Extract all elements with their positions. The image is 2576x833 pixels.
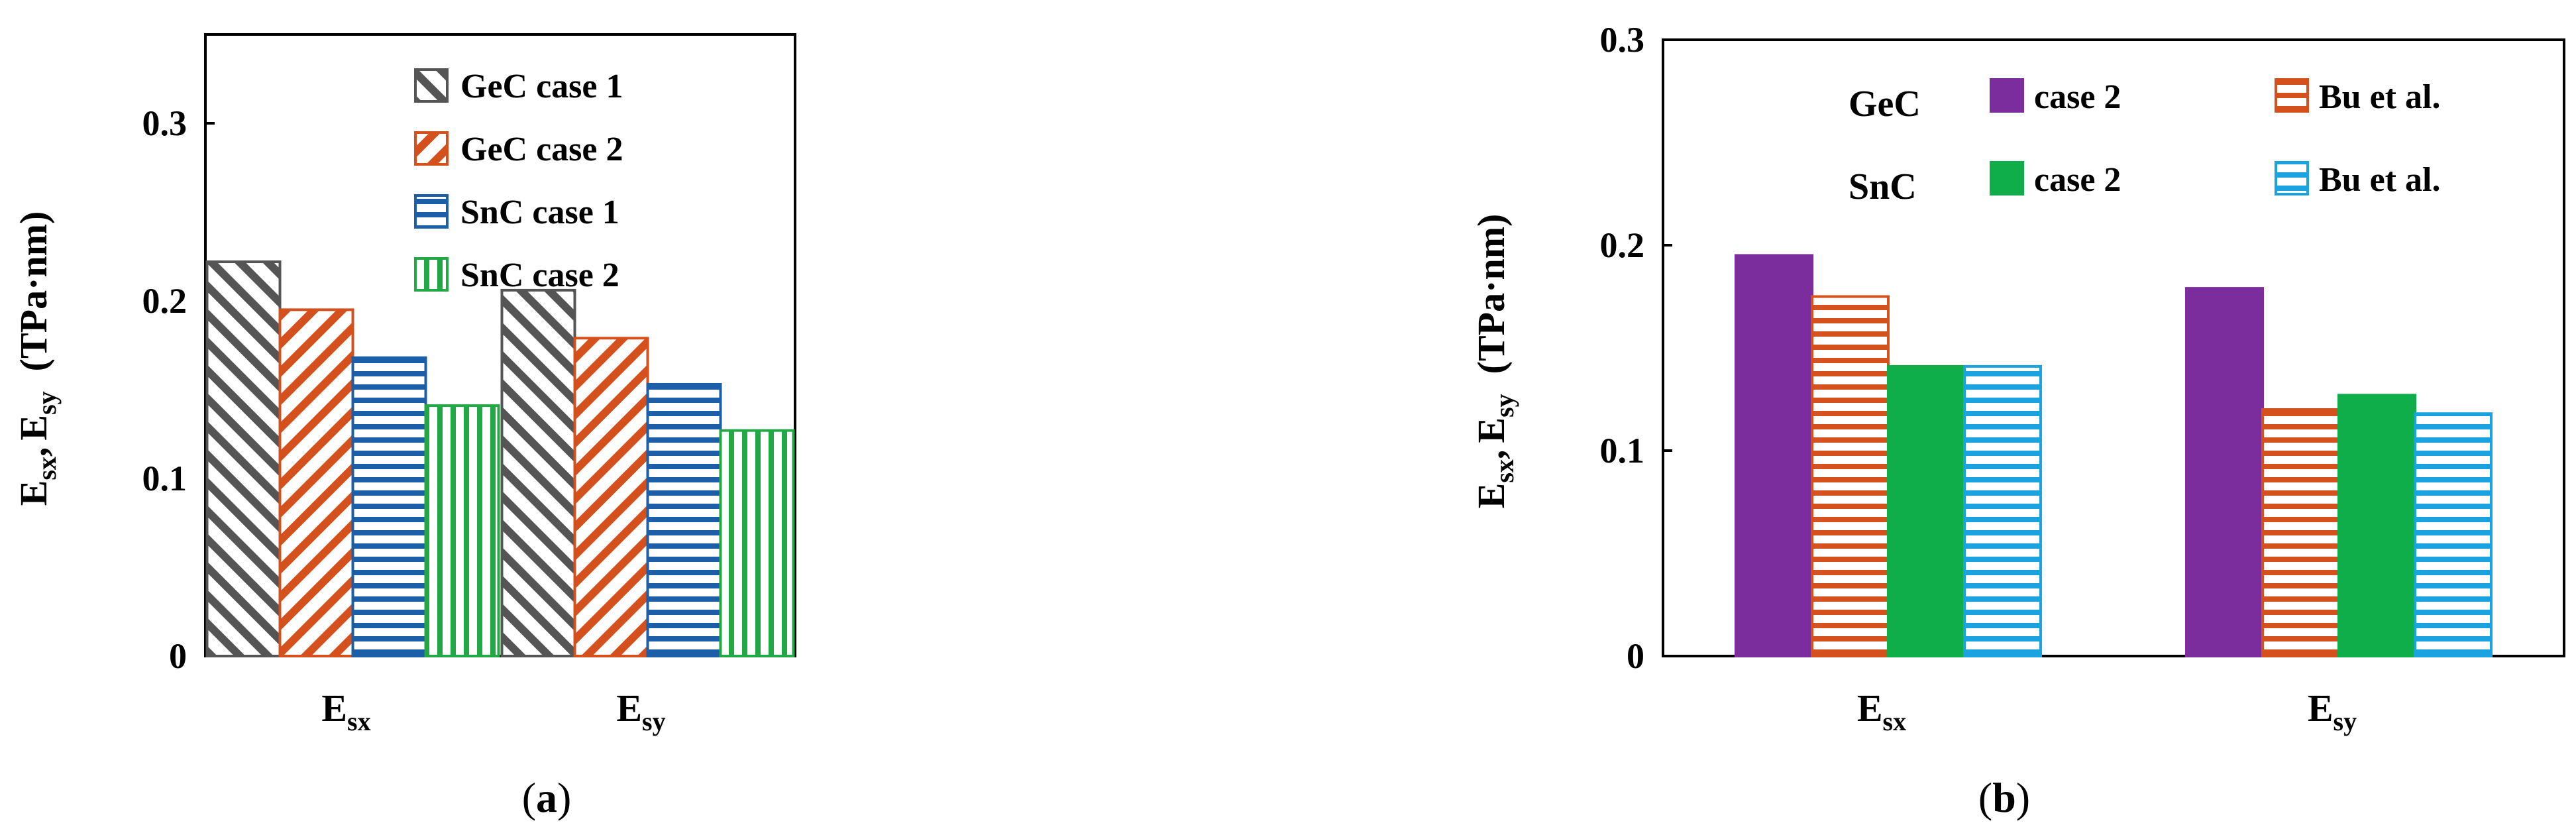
y-axis-label-main2: E — [12, 415, 55, 441]
x-category-label: Esy — [616, 687, 665, 736]
legend-swatch — [1990, 78, 2024, 113]
x-category-sub: sy — [2334, 706, 2357, 736]
y-axis-label-unit: (TPa·nm) — [1470, 214, 1513, 374]
bar — [719, 429, 795, 657]
y-tick-label: 0.3 — [1600, 20, 1645, 60]
legend-label: GeC case 1 — [460, 68, 623, 105]
bar — [205, 260, 282, 658]
legend-group-label: SnC — [1849, 166, 1917, 207]
x-category-label: Esx — [1857, 687, 1906, 736]
y-axis-label-main1: E — [12, 480, 55, 506]
bar — [2185, 287, 2264, 658]
legend-label: SnC case 2 — [460, 256, 619, 294]
bar — [646, 382, 722, 658]
plot-frame — [204, 33, 796, 657]
y-axis-label-main1: E — [1470, 483, 1513, 509]
y-tick-label: 0.2 — [1600, 225, 1645, 265]
y-axis-label-sub1: sx — [1489, 459, 1519, 483]
legend-label: SnC case 1 — [460, 194, 619, 231]
x-category-main: E — [321, 687, 347, 730]
y-axis-label-sep: , — [12, 447, 55, 457]
bar — [1887, 364, 1966, 658]
y-axis-label: Esx, Esy (TPa·nm) — [12, 211, 62, 506]
y-tick-label: 0.2 — [142, 281, 188, 321]
panel-label-letter: a — [536, 774, 557, 821]
legend-swatch — [414, 257, 449, 292]
y-tick-label: 0.1 — [1600, 431, 1645, 471]
legend-group-label: GeC — [1849, 83, 1921, 125]
bar — [1811, 295, 1890, 657]
x-category-main: E — [616, 687, 642, 730]
y-axis-label: Esx, Esy (TPa·nm) — [1470, 214, 1519, 509]
x-category-main: E — [2308, 687, 2334, 730]
x-category-label: Esy — [2308, 687, 2357, 736]
bar — [351, 356, 427, 657]
y-axis-label-sub2: sy — [1489, 394, 1519, 417]
legend-label: case 2 — [2034, 161, 2121, 199]
panel-label-open: ( — [1978, 774, 1992, 821]
bar — [2261, 408, 2340, 657]
bar — [424, 404, 500, 657]
y-axis-label-unit: (TPa·nm) — [12, 211, 55, 372]
bar — [278, 308, 354, 657]
legend-swatch — [414, 194, 449, 229]
bar — [500, 288, 576, 658]
x-category-label: Esx — [321, 687, 370, 736]
bar — [1735, 254, 1813, 657]
x-category-sub: sx — [1883, 706, 1907, 736]
y-axis-label-main2: E — [1470, 417, 1513, 443]
plot-frame — [1662, 38, 2565, 657]
y-axis-label-sep: , — [1470, 450, 1513, 460]
legend-swatch — [414, 131, 449, 166]
legend-label: GeC case 2 — [460, 131, 623, 168]
panel-label-open: ( — [522, 774, 536, 821]
legend-swatch — [414, 68, 449, 103]
panel-label: (b) — [1978, 774, 2030, 821]
legend-swatch — [1990, 161, 2024, 195]
bar — [573, 337, 649, 657]
panel-label-close: ) — [557, 774, 571, 821]
panel-label: (a) — [522, 774, 572, 821]
y-tick-label: 0.3 — [142, 103, 188, 143]
x-category-main: E — [1857, 687, 1883, 730]
y-tick-label: 0.1 — [142, 459, 188, 498]
y-axis-label-sub2: sy — [32, 391, 62, 415]
legend-swatch — [2275, 161, 2309, 195]
bar — [1963, 364, 2042, 658]
y-tick-label: 0 — [169, 636, 187, 676]
bar — [2337, 394, 2416, 657]
panel-label-letter: b — [1992, 774, 2016, 821]
legend-label: case 2 — [2034, 78, 2121, 116]
legend-swatch — [2275, 78, 2309, 113]
y-tick-label: 0 — [1627, 636, 1644, 676]
x-category-sub: sy — [642, 706, 666, 736]
y-axis-label-sub1: sx — [32, 457, 62, 480]
panel-label-close: ) — [2016, 774, 2030, 821]
x-category-sub: sx — [347, 706, 371, 736]
bar — [2414, 412, 2493, 657]
legend-label: Bu et al. — [2319, 161, 2440, 199]
legend-label: Bu et al. — [2319, 78, 2440, 116]
